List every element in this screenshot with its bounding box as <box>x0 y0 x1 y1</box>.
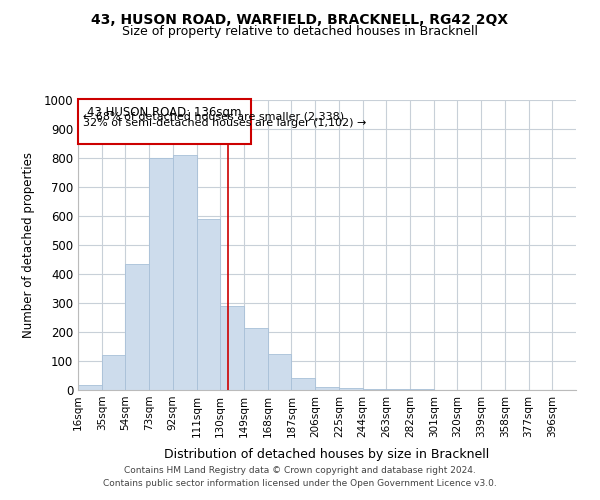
Text: 43 HUSON ROAD: 136sqm: 43 HUSON ROAD: 136sqm <box>88 106 242 119</box>
Bar <box>386 389 410 390</box>
Bar <box>244 328 268 390</box>
Bar <box>102 355 125 390</box>
Bar <box>339 388 362 390</box>
Bar <box>268 354 292 390</box>
Text: ← 68% of detached houses are smaller (2,338): ← 68% of detached houses are smaller (2,… <box>83 112 344 122</box>
Bar <box>362 388 386 390</box>
Text: 43, HUSON ROAD, WARFIELD, BRACKNELL, RG42 2QX: 43, HUSON ROAD, WARFIELD, BRACKNELL, RG4… <box>91 12 509 26</box>
Bar <box>78 98 251 144</box>
Y-axis label: Number of detached properties: Number of detached properties <box>22 152 35 338</box>
Text: Contains HM Land Registry data © Crown copyright and database right 2024.
Contai: Contains HM Land Registry data © Crown c… <box>103 466 497 487</box>
Bar <box>315 386 339 390</box>
Bar <box>173 155 197 390</box>
Bar <box>78 385 102 390</box>
Bar <box>292 378 315 390</box>
Text: 32% of semi-detached houses are larger (1,102) →: 32% of semi-detached houses are larger (… <box>83 118 367 128</box>
Bar <box>220 306 244 390</box>
Bar <box>125 264 149 390</box>
X-axis label: Distribution of detached houses by size in Bracknell: Distribution of detached houses by size … <box>164 448 490 461</box>
Bar <box>197 219 220 390</box>
Text: Size of property relative to detached houses in Bracknell: Size of property relative to detached ho… <box>122 25 478 38</box>
Bar <box>149 158 173 390</box>
